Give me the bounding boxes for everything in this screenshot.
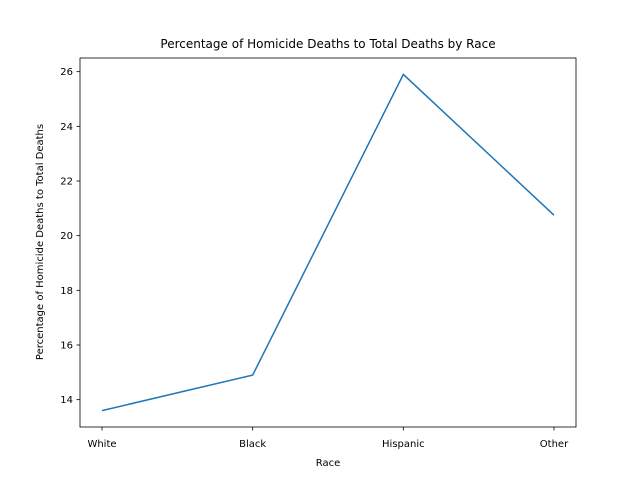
x-axis-title: Race (316, 458, 341, 469)
x-tick-label-white: White (87, 439, 116, 450)
x-tick-label-hispanic: Hispanic (382, 439, 425, 450)
y-axis-title: Percentage of Homicide Deaths to Total D… (35, 124, 46, 360)
y-axis-ticks: 14 16 18 20 22 24 26 (60, 67, 80, 406)
chart-title: Percentage of Homicide Deaths to Total D… (160, 37, 495, 51)
y-tick-label: 22 (60, 177, 73, 188)
y-tick-label: 26 (60, 67, 73, 78)
y-tick-label: 18 (60, 286, 73, 297)
x-tick-label-black: Black (239, 439, 266, 450)
y-tick-label: 14 (60, 395, 73, 406)
x-axis-ticks: White Black Hispanic Other (87, 427, 569, 450)
x-tick-label-other: Other (540, 439, 569, 450)
y-tick-label: 20 (60, 231, 73, 242)
plot-frame (79, 57, 577, 428)
y-tick-label: 24 (60, 122, 73, 133)
series-line (101, 73, 555, 412)
y-tick-label: 16 (60, 341, 73, 352)
